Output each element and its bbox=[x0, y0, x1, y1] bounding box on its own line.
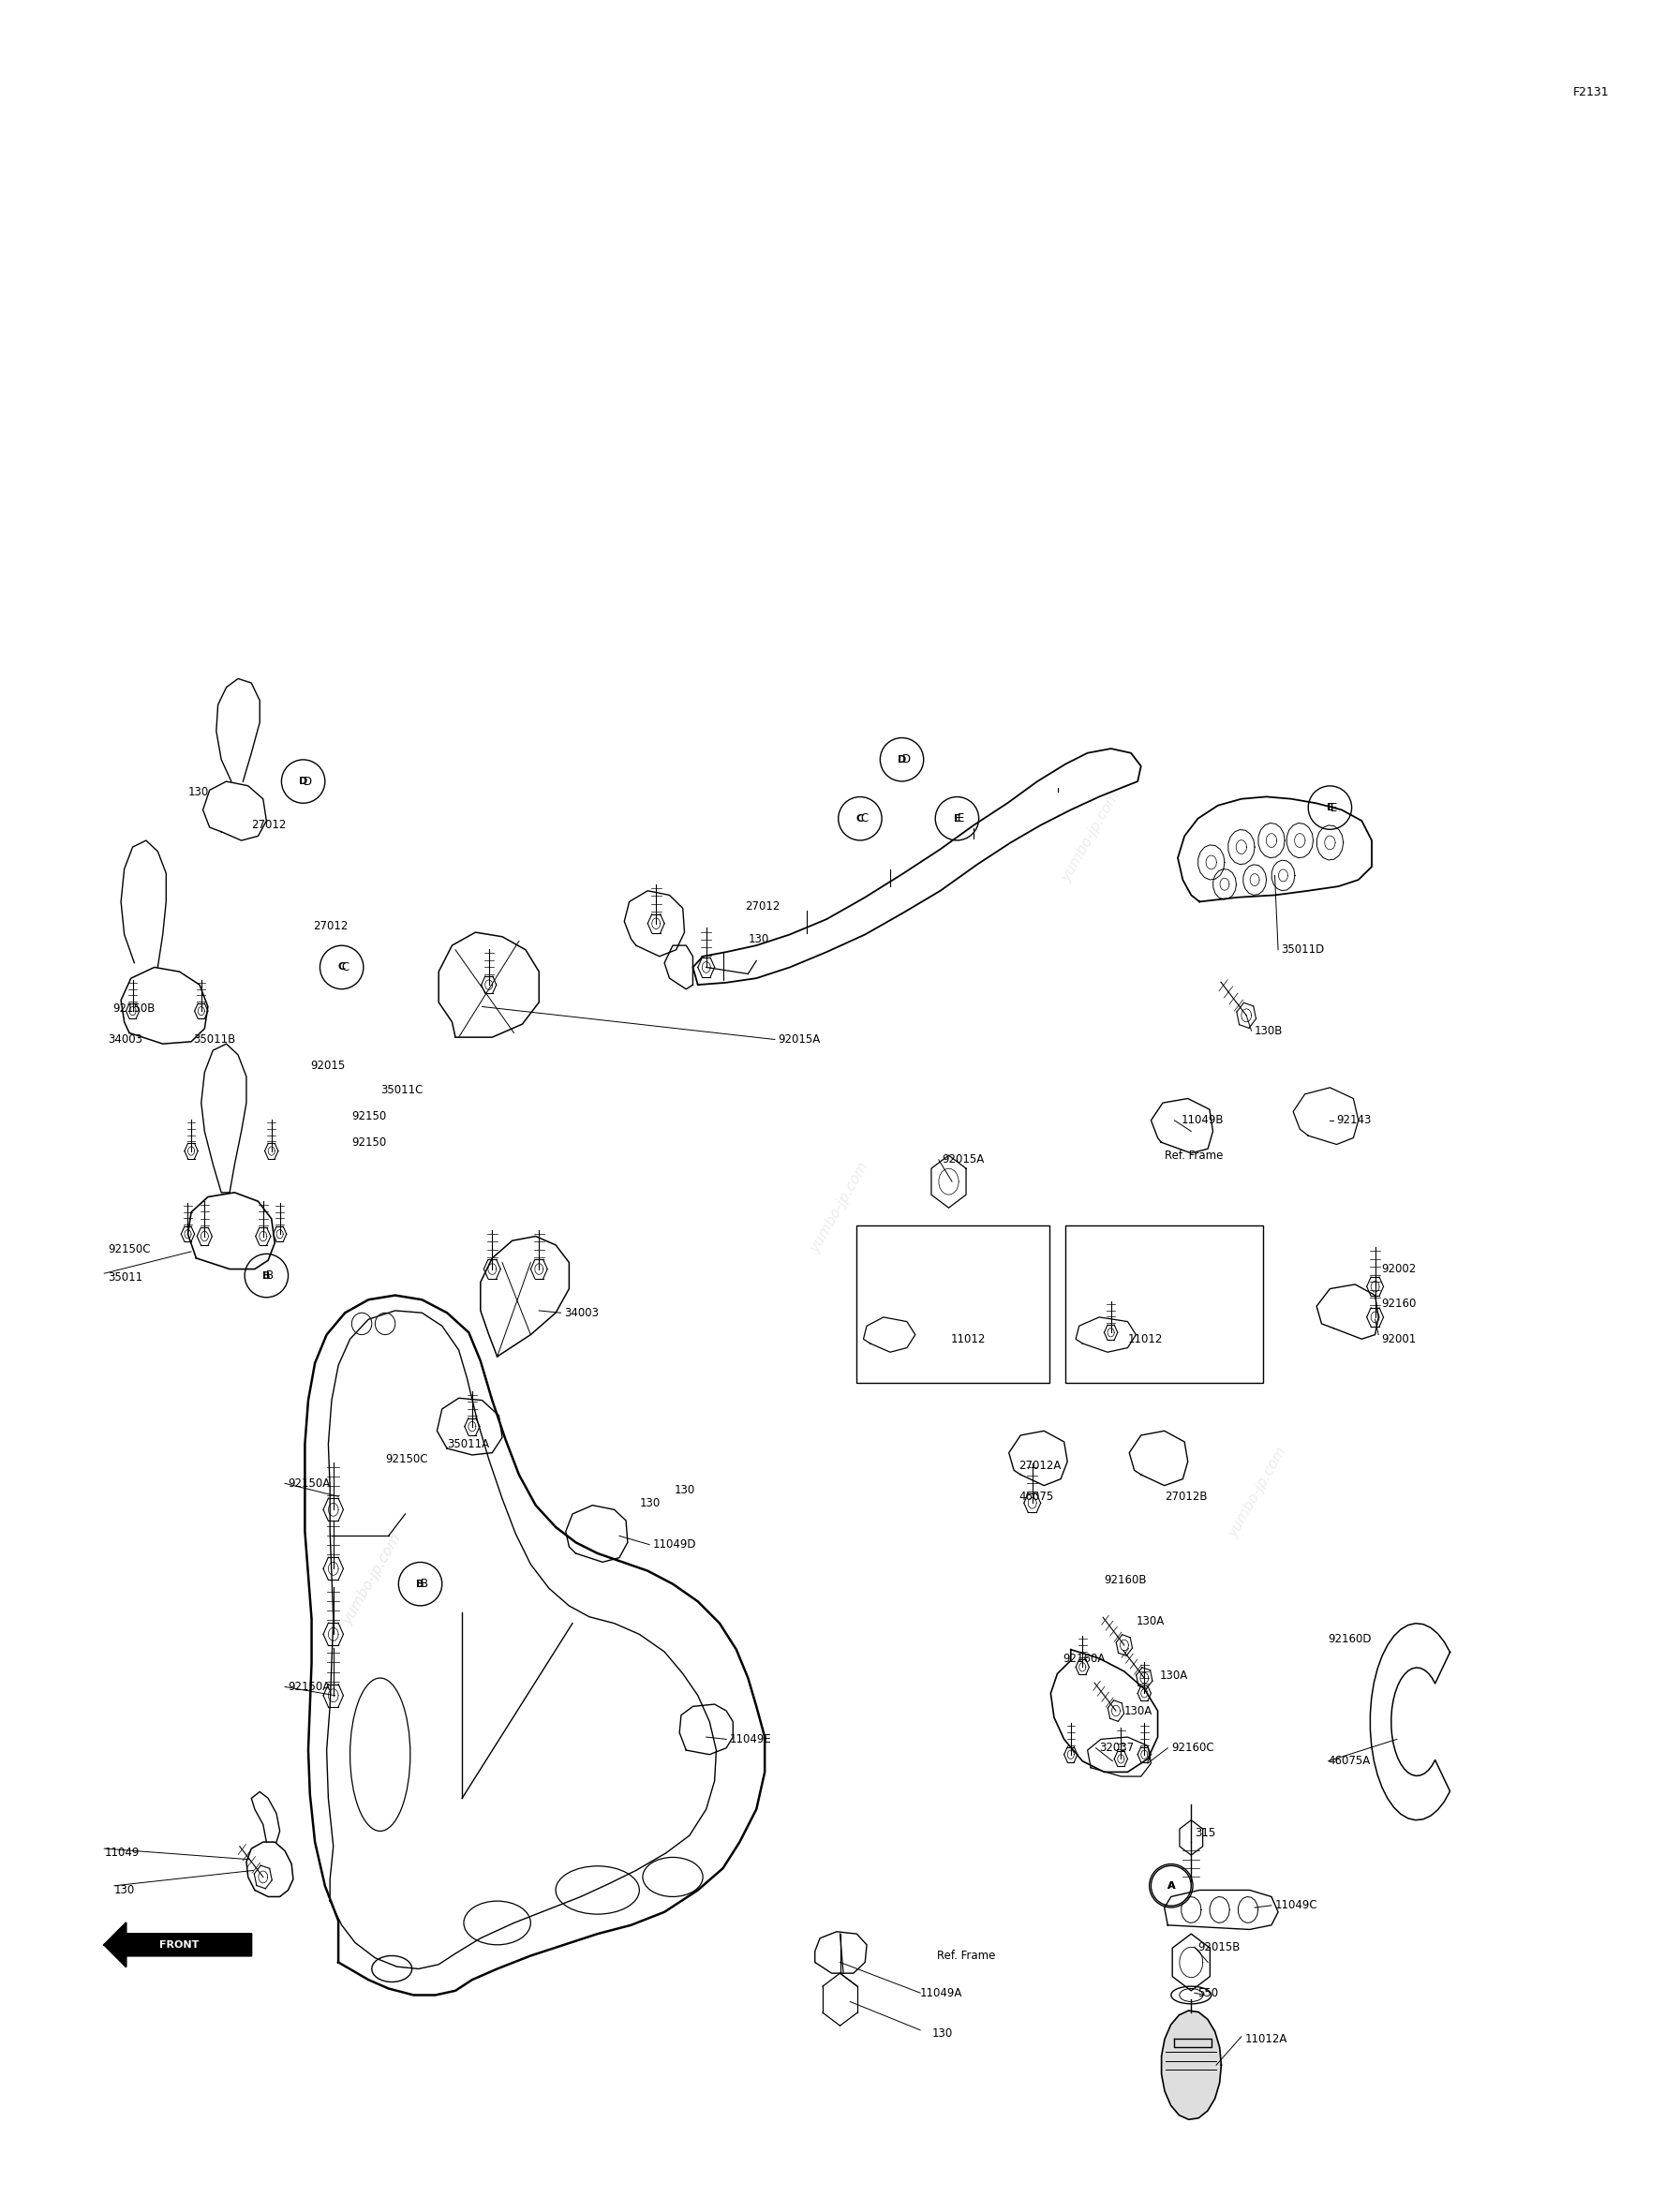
Text: 11012A: 11012A bbox=[1245, 2032, 1287, 2045]
Text: 92015A: 92015A bbox=[778, 1033, 820, 1046]
Text: 11049E: 11049E bbox=[729, 1733, 771, 1744]
Text: F2131: F2131 bbox=[1572, 86, 1609, 99]
Text: 130: 130 bbox=[114, 1885, 134, 1896]
Text: 92160: 92160 bbox=[1381, 1298, 1416, 1309]
Text: Ref. Frame: Ref. Frame bbox=[1164, 1149, 1223, 1162]
Text: B: B bbox=[420, 1577, 428, 1591]
Text: yumbo-jp.com: yumbo-jp.com bbox=[339, 1531, 403, 1628]
Text: 92015A: 92015A bbox=[942, 1153, 984, 1167]
Text: 130: 130 bbox=[640, 1496, 660, 1509]
Text: yumbo-jp.com: yumbo-jp.com bbox=[1226, 1443, 1290, 1540]
Text: 35011B: 35011B bbox=[193, 1033, 235, 1046]
Text: FRONT: FRONT bbox=[160, 1940, 200, 1949]
Text: 92160C: 92160C bbox=[1171, 1742, 1215, 1753]
Text: C: C bbox=[860, 813, 869, 824]
Polygon shape bbox=[104, 1922, 252, 1966]
Text: 32037: 32037 bbox=[1099, 1742, 1134, 1753]
Text: 92160B: 92160B bbox=[1104, 1573, 1147, 1586]
Text: 27012: 27012 bbox=[312, 921, 348, 932]
Text: 130: 130 bbox=[932, 2028, 953, 2039]
Text: B: B bbox=[267, 1270, 274, 1281]
Text: 92002: 92002 bbox=[1381, 1263, 1416, 1274]
Text: 11012: 11012 bbox=[951, 1334, 986, 1345]
Text: 130B: 130B bbox=[1255, 1024, 1284, 1037]
Text: 92150C: 92150C bbox=[385, 1452, 428, 1465]
Text: 130: 130 bbox=[748, 934, 769, 945]
Text: E: E bbox=[958, 813, 964, 824]
Text: 46075A: 46075A bbox=[1329, 1755, 1371, 1766]
Text: 92150A: 92150A bbox=[289, 1681, 331, 1694]
Text: D: D bbox=[902, 754, 911, 765]
Text: 27012B: 27012B bbox=[1164, 1490, 1206, 1503]
Text: B: B bbox=[417, 1580, 425, 1588]
Text: 34003: 34003 bbox=[108, 1033, 143, 1046]
Text: 11012: 11012 bbox=[1127, 1334, 1163, 1345]
Text: A: A bbox=[1168, 1881, 1174, 1889]
Text: 11049: 11049 bbox=[104, 1848, 139, 1859]
Text: 46075: 46075 bbox=[1020, 1490, 1053, 1503]
Text: E: E bbox=[1327, 802, 1334, 813]
Text: 27012: 27012 bbox=[252, 819, 286, 830]
Text: 130A: 130A bbox=[1159, 1670, 1188, 1683]
Text: C: C bbox=[857, 813, 864, 824]
Text: 27012A: 27012A bbox=[1020, 1459, 1062, 1472]
Text: B: B bbox=[262, 1270, 270, 1281]
Text: 315: 315 bbox=[1194, 1828, 1215, 1839]
Text: 130A: 130A bbox=[1124, 1705, 1152, 1716]
Text: 92150B: 92150B bbox=[113, 1002, 155, 1015]
Text: 550: 550 bbox=[1198, 1986, 1218, 1999]
Text: A: A bbox=[1168, 1881, 1174, 1889]
Text: 92150: 92150 bbox=[351, 1136, 386, 1149]
Text: 92160D: 92160D bbox=[1329, 1632, 1373, 1646]
Text: 11049B: 11049B bbox=[1181, 1114, 1223, 1127]
Polygon shape bbox=[1161, 2010, 1221, 2120]
Text: 92150A: 92150A bbox=[289, 1476, 331, 1490]
Text: 11049C: 11049C bbox=[1275, 1900, 1317, 1911]
Text: 92015B: 92015B bbox=[1198, 1940, 1240, 1953]
Text: yumbo-jp.com: yumbo-jp.com bbox=[808, 1160, 872, 1257]
Text: 27012: 27012 bbox=[744, 901, 780, 912]
Text: 92150: 92150 bbox=[351, 1109, 386, 1123]
Bar bbox=[857, 1226, 1048, 1382]
Text: 35011: 35011 bbox=[108, 1272, 143, 1283]
Text: 92150C: 92150C bbox=[108, 1244, 150, 1254]
Text: D: D bbox=[302, 776, 312, 787]
Text: 130: 130 bbox=[674, 1483, 696, 1496]
Text: 92160A: 92160A bbox=[1062, 1652, 1105, 1665]
Text: 11049A: 11049A bbox=[921, 1986, 963, 1999]
Text: 130A: 130A bbox=[1136, 1615, 1164, 1628]
Text: 92015: 92015 bbox=[309, 1059, 344, 1072]
Text: C: C bbox=[341, 962, 349, 973]
Text: C: C bbox=[338, 962, 346, 971]
Text: Ref. Frame: Ref. Frame bbox=[937, 1949, 996, 1962]
Text: E: E bbox=[954, 813, 961, 824]
Bar bbox=[1065, 1226, 1263, 1382]
Text: 35011D: 35011D bbox=[1282, 945, 1326, 956]
Text: D: D bbox=[299, 778, 307, 787]
Text: E: E bbox=[1331, 802, 1337, 813]
Text: 11049D: 11049D bbox=[654, 1538, 696, 1551]
Text: 34003: 34003 bbox=[564, 1307, 598, 1318]
Text: 130: 130 bbox=[188, 787, 208, 798]
Text: D: D bbox=[897, 756, 906, 765]
Text: 92143: 92143 bbox=[1337, 1114, 1371, 1127]
Text: 35011A: 35011A bbox=[447, 1437, 489, 1450]
Text: 35011C: 35011C bbox=[380, 1083, 423, 1096]
Text: yumbo-jp.com: yumbo-jp.com bbox=[1058, 789, 1122, 883]
Text: 92001: 92001 bbox=[1381, 1334, 1416, 1345]
